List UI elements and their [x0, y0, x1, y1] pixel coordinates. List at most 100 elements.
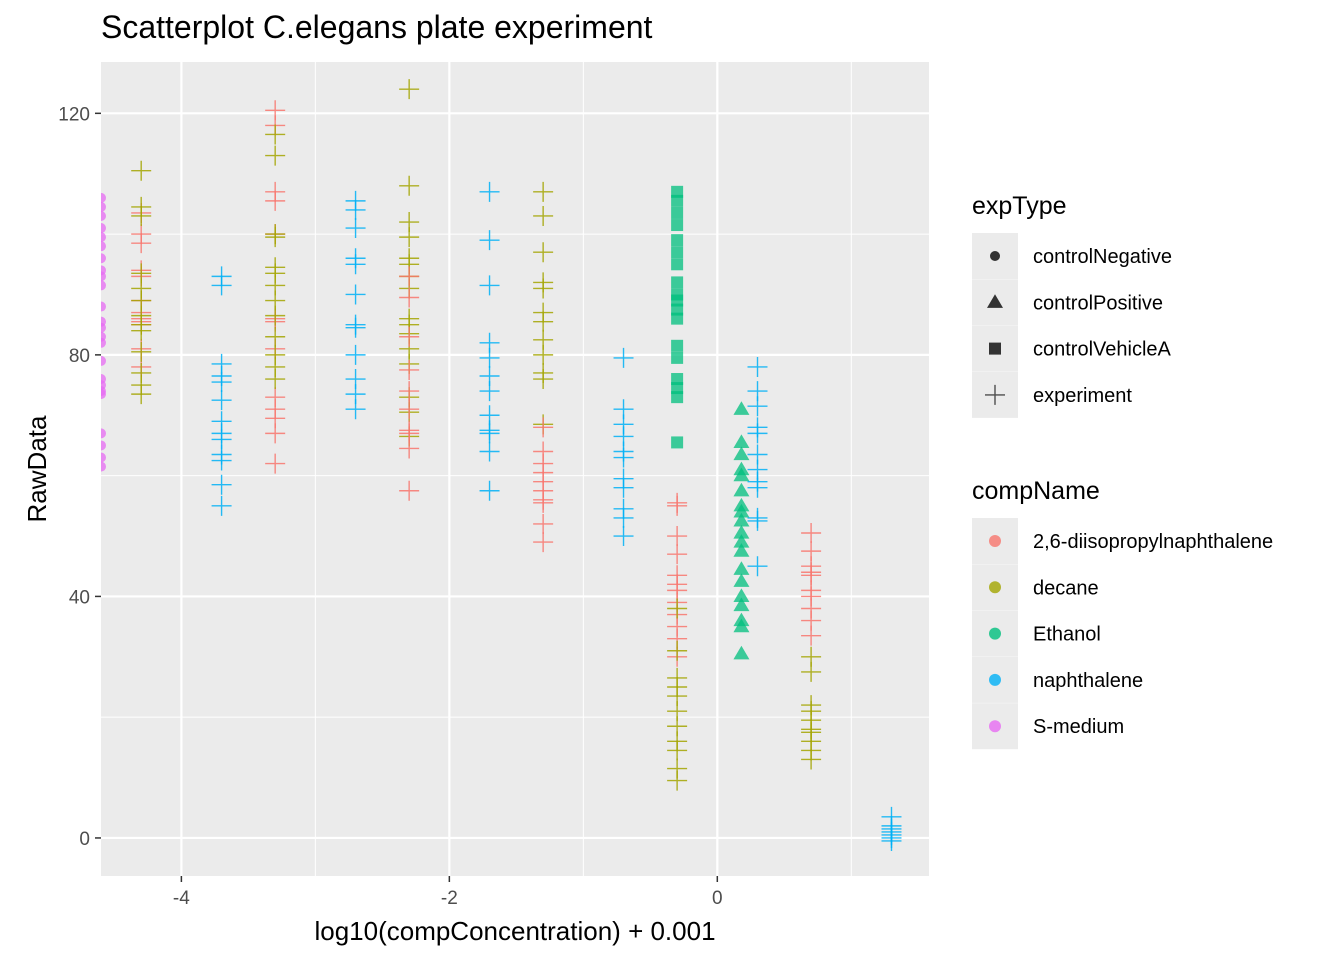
data-point [101, 223, 106, 234]
data-point [533, 344, 554, 365]
data-point [733, 645, 750, 660]
y-axis: 0 40 80 120 [58, 104, 101, 850]
data-point [671, 219, 684, 232]
data-point [747, 356, 768, 377]
data-point [399, 326, 420, 347]
data-point [733, 401, 750, 415]
data-point [265, 145, 286, 166]
data-point [801, 661, 822, 682]
data-point [613, 507, 634, 528]
data-point [265, 227, 286, 248]
data-point [265, 305, 286, 326]
data-point [101, 271, 106, 282]
data-point [479, 181, 500, 202]
data-point [671, 206, 684, 219]
data-point [101, 210, 106, 221]
data-point [667, 740, 688, 761]
data-point [613, 526, 634, 547]
data-point [101, 461, 106, 472]
data-point [671, 351, 684, 364]
y-tick-label: 80 [69, 346, 90, 367]
data-point [101, 452, 106, 463]
data-point [131, 384, 152, 405]
data-point [211, 450, 232, 471]
data-point [671, 194, 684, 207]
data-point [131, 205, 152, 226]
data-point [399, 480, 420, 501]
legend-color-swatch-icon [989, 627, 1001, 640]
data-point [101, 355, 106, 366]
data-point [671, 294, 684, 307]
data-point [101, 337, 106, 348]
data-point [747, 556, 768, 577]
data-point [533, 278, 554, 299]
minor-gridlines [101, 62, 929, 876]
data-point [671, 312, 684, 325]
legend-compname-title: compName [972, 477, 1100, 505]
data-point [399, 381, 420, 402]
legend-color-swatch-icon [989, 720, 1001, 733]
data-point [345, 218, 366, 239]
data-point [671, 436, 684, 449]
data-point [747, 423, 768, 444]
data-point [399, 399, 420, 420]
data-point [399, 287, 420, 308]
data-point [733, 534, 750, 548]
data-point [101, 322, 106, 333]
legend-compname-label: 2,6-diisopropylnaphthalene [1033, 531, 1273, 553]
data-point [399, 79, 420, 100]
data-point [265, 190, 286, 211]
data-point [533, 492, 554, 513]
data-point [265, 326, 286, 347]
data-point [733, 525, 750, 539]
data-point [101, 280, 106, 291]
data-point [265, 453, 286, 474]
data-point [671, 276, 684, 289]
data-point [131, 233, 152, 254]
legend-plus-icon [985, 384, 1005, 405]
data-point [671, 339, 684, 352]
legend-exptype-label: controlPositive [1033, 292, 1163, 314]
data-points [101, 79, 902, 851]
legend-color-swatch-icon [989, 673, 1001, 686]
data-point [131, 320, 152, 341]
data-point [613, 347, 634, 368]
y-axis-title: RawData [22, 415, 52, 522]
legend-exptype-label: controlVehicleA [1033, 339, 1172, 361]
data-point [533, 311, 554, 332]
data-point [667, 544, 688, 565]
data-point [345, 254, 366, 275]
data-point [613, 447, 634, 468]
legend-exptype: expType controlNegative controlPositive co… [972, 192, 1172, 418]
data-point [881, 830, 902, 851]
data-point [399, 266, 420, 287]
data-point [399, 359, 420, 380]
legend-compname: compName 2,6-diisopropylnaphthalene decan… [972, 477, 1273, 750]
data-point [265, 124, 286, 145]
data-point [671, 185, 684, 198]
data-point [101, 253, 106, 264]
data-point [671, 246, 684, 259]
data-point [667, 640, 688, 661]
data-point [131, 341, 152, 362]
data-point [399, 175, 420, 196]
data-point [479, 347, 500, 368]
data-point [733, 597, 750, 612]
data-point [479, 441, 500, 462]
data-point [733, 588, 750, 603]
legend-compname-label: decane [1033, 577, 1099, 599]
data-point [747, 510, 768, 531]
data-point [479, 381, 500, 402]
data-point [671, 258, 684, 271]
data-point [101, 389, 106, 400]
data-point [667, 598, 688, 619]
data-point [345, 199, 366, 220]
data-point [479, 275, 500, 296]
data-point [101, 428, 106, 439]
data-point [265, 369, 286, 390]
data-point [733, 467, 750, 482]
data-point [747, 396, 768, 417]
legend-exptype-title: expType [972, 192, 1067, 220]
data-point [671, 391, 684, 404]
